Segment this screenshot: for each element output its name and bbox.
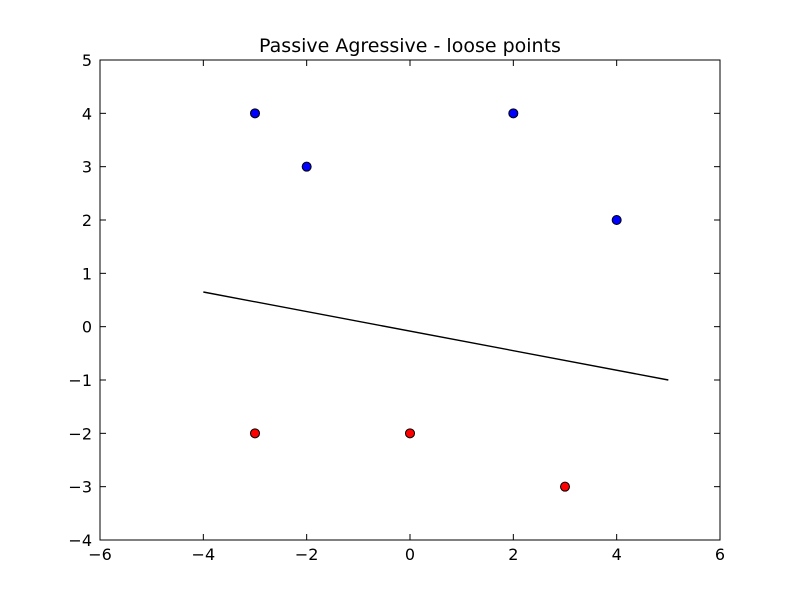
data-point-series-1 — [250, 428, 260, 439]
data-point-series-0 — [250, 108, 260, 119]
y-tick-label: −4 — [68, 531, 92, 550]
y-tick-label: −2 — [68, 424, 92, 443]
data-point-series-0 — [301, 161, 312, 172]
y-tick-label: 2 — [82, 211, 92, 230]
y-tick-label: 3 — [82, 158, 92, 177]
data-points-layer — [250, 108, 622, 492]
data-point-series-1 — [405, 428, 415, 439]
x-tick-label: 4 — [612, 545, 622, 564]
data-point-series-0 — [508, 108, 519, 119]
x-tick-label: −2 — [295, 545, 319, 564]
x-tick-label: 0 — [405, 545, 415, 564]
y-tick-label: −3 — [68, 478, 92, 497]
x-tick-label: −4 — [192, 545, 216, 564]
plot-area-frame — [99, 59, 721, 541]
decision-boundary-layer — [203, 291, 669, 381]
y-tick-label: 5 — [82, 51, 92, 70]
x-tick-label: −6 — [88, 545, 112, 564]
y-tick-label: 0 — [82, 318, 92, 337]
y-tick-label: 4 — [82, 104, 92, 123]
x-tick-label: 6 — [715, 545, 725, 564]
x-tick-label: 2 — [508, 545, 518, 564]
chart-title: Passive Agressive - loose points — [259, 35, 561, 57]
decision-boundary-line — [203, 291, 669, 381]
data-point-series-0 — [611, 215, 622, 225]
y-tick-label: −1 — [68, 371, 92, 390]
data-point-series-1 — [560, 481, 570, 492]
y-tick-label: 1 — [82, 264, 92, 283]
